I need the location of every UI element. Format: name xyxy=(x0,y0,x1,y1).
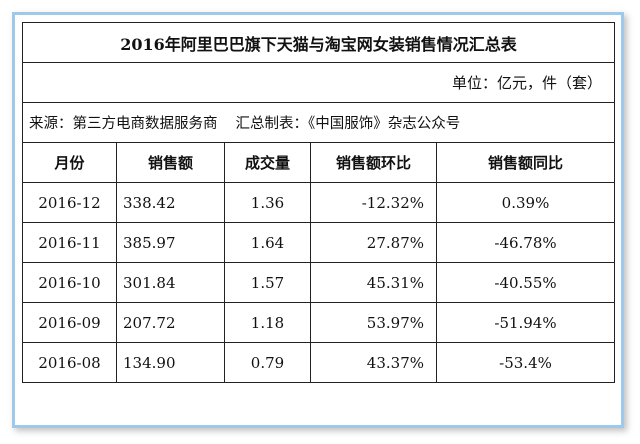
sales-summary-table: 2016年阿里巴巴旗下天猫与淘宝网女装销售情况汇总表 单位：亿元，件（套） 来源… xyxy=(21,22,616,383)
cell-yoy: -40.55% xyxy=(435,262,616,303)
cell-mom: 43.37% xyxy=(310,342,437,383)
unit-note: 单位：亿元，件（套） xyxy=(21,62,616,103)
compiler-text: 汇总制表：《中国服饰》杂志公众号 xyxy=(235,116,461,132)
header-row: 月份 销售额 成交量 销售额环比 销售额同比 xyxy=(22,142,616,183)
cell-volume: 1.18 xyxy=(224,302,311,343)
table-row: 2016-08 134.90 0.79 43.37% -53.4% xyxy=(22,342,616,383)
column-header-sales: 销售额 xyxy=(116,142,225,183)
cell-mom: 27.87% xyxy=(310,222,437,263)
cell-volume: 1.36 xyxy=(224,182,311,223)
cell-yoy: -51.94% xyxy=(435,302,616,343)
cell-yoy: -46.78% xyxy=(435,222,616,263)
cell-month: 2016-10 xyxy=(22,262,117,303)
cell-mom: 45.31% xyxy=(310,262,437,303)
cell-month: 2016-12 xyxy=(22,182,117,223)
cell-sales: 134.90 xyxy=(116,342,225,383)
column-header-month: 月份 xyxy=(22,142,117,183)
cell-month: 2016-08 xyxy=(22,342,117,383)
cell-yoy: 0.39% xyxy=(435,182,616,223)
cell-sales: 385.97 xyxy=(116,222,225,263)
cell-mom: 53.97% xyxy=(310,302,437,343)
cell-volume: 0.79 xyxy=(224,342,311,383)
cell-month: 2016-09 xyxy=(22,302,117,343)
table-row: 2016-10 301.84 1.57 45.31% -40.55% xyxy=(22,262,616,303)
table-frame: 2016年阿里巴巴旗下天猫与淘宝网女装销售情况汇总表 单位：亿元，件（套） 来源… xyxy=(12,12,624,428)
title-row: 2016年阿里巴巴旗下天猫与淘宝网女装销售情况汇总表 xyxy=(21,22,616,63)
cell-month: 2016-11 xyxy=(22,222,117,263)
cell-sales: 301.84 xyxy=(116,262,225,303)
cell-volume: 1.64 xyxy=(224,222,311,263)
table-row: 2016-12 338.42 1.36 -12.32% 0.39% xyxy=(22,182,616,223)
source-row: 来源：第三方电商数据服务商 汇总制表：《中国服饰》杂志公众号 xyxy=(21,102,616,143)
cell-yoy: -53.4% xyxy=(435,342,616,383)
table-row: 2016-09 207.72 1.18 53.97% -51.94% xyxy=(22,302,616,343)
column-header-yoy: 销售额同比 xyxy=(435,142,616,183)
column-header-mom: 销售额环比 xyxy=(310,142,437,183)
cell-mom: -12.32% xyxy=(310,182,437,223)
source-note: 来源：第三方电商数据服务商 汇总制表：《中国服饰》杂志公众号 xyxy=(21,102,616,143)
table-title: 2016年阿里巴巴旗下天猫与淘宝网女装销售情况汇总表 xyxy=(21,22,616,63)
cell-volume: 1.57 xyxy=(224,262,311,303)
cell-sales: 338.42 xyxy=(116,182,225,223)
source-text: 来源：第三方电商数据服务商 xyxy=(29,116,218,132)
column-header-volume: 成交量 xyxy=(224,142,311,183)
cell-sales: 207.72 xyxy=(116,302,225,343)
table-row: 2016-11 385.97 1.64 27.87% -46.78% xyxy=(22,222,616,263)
unit-row: 单位：亿元，件（套） xyxy=(21,62,616,103)
